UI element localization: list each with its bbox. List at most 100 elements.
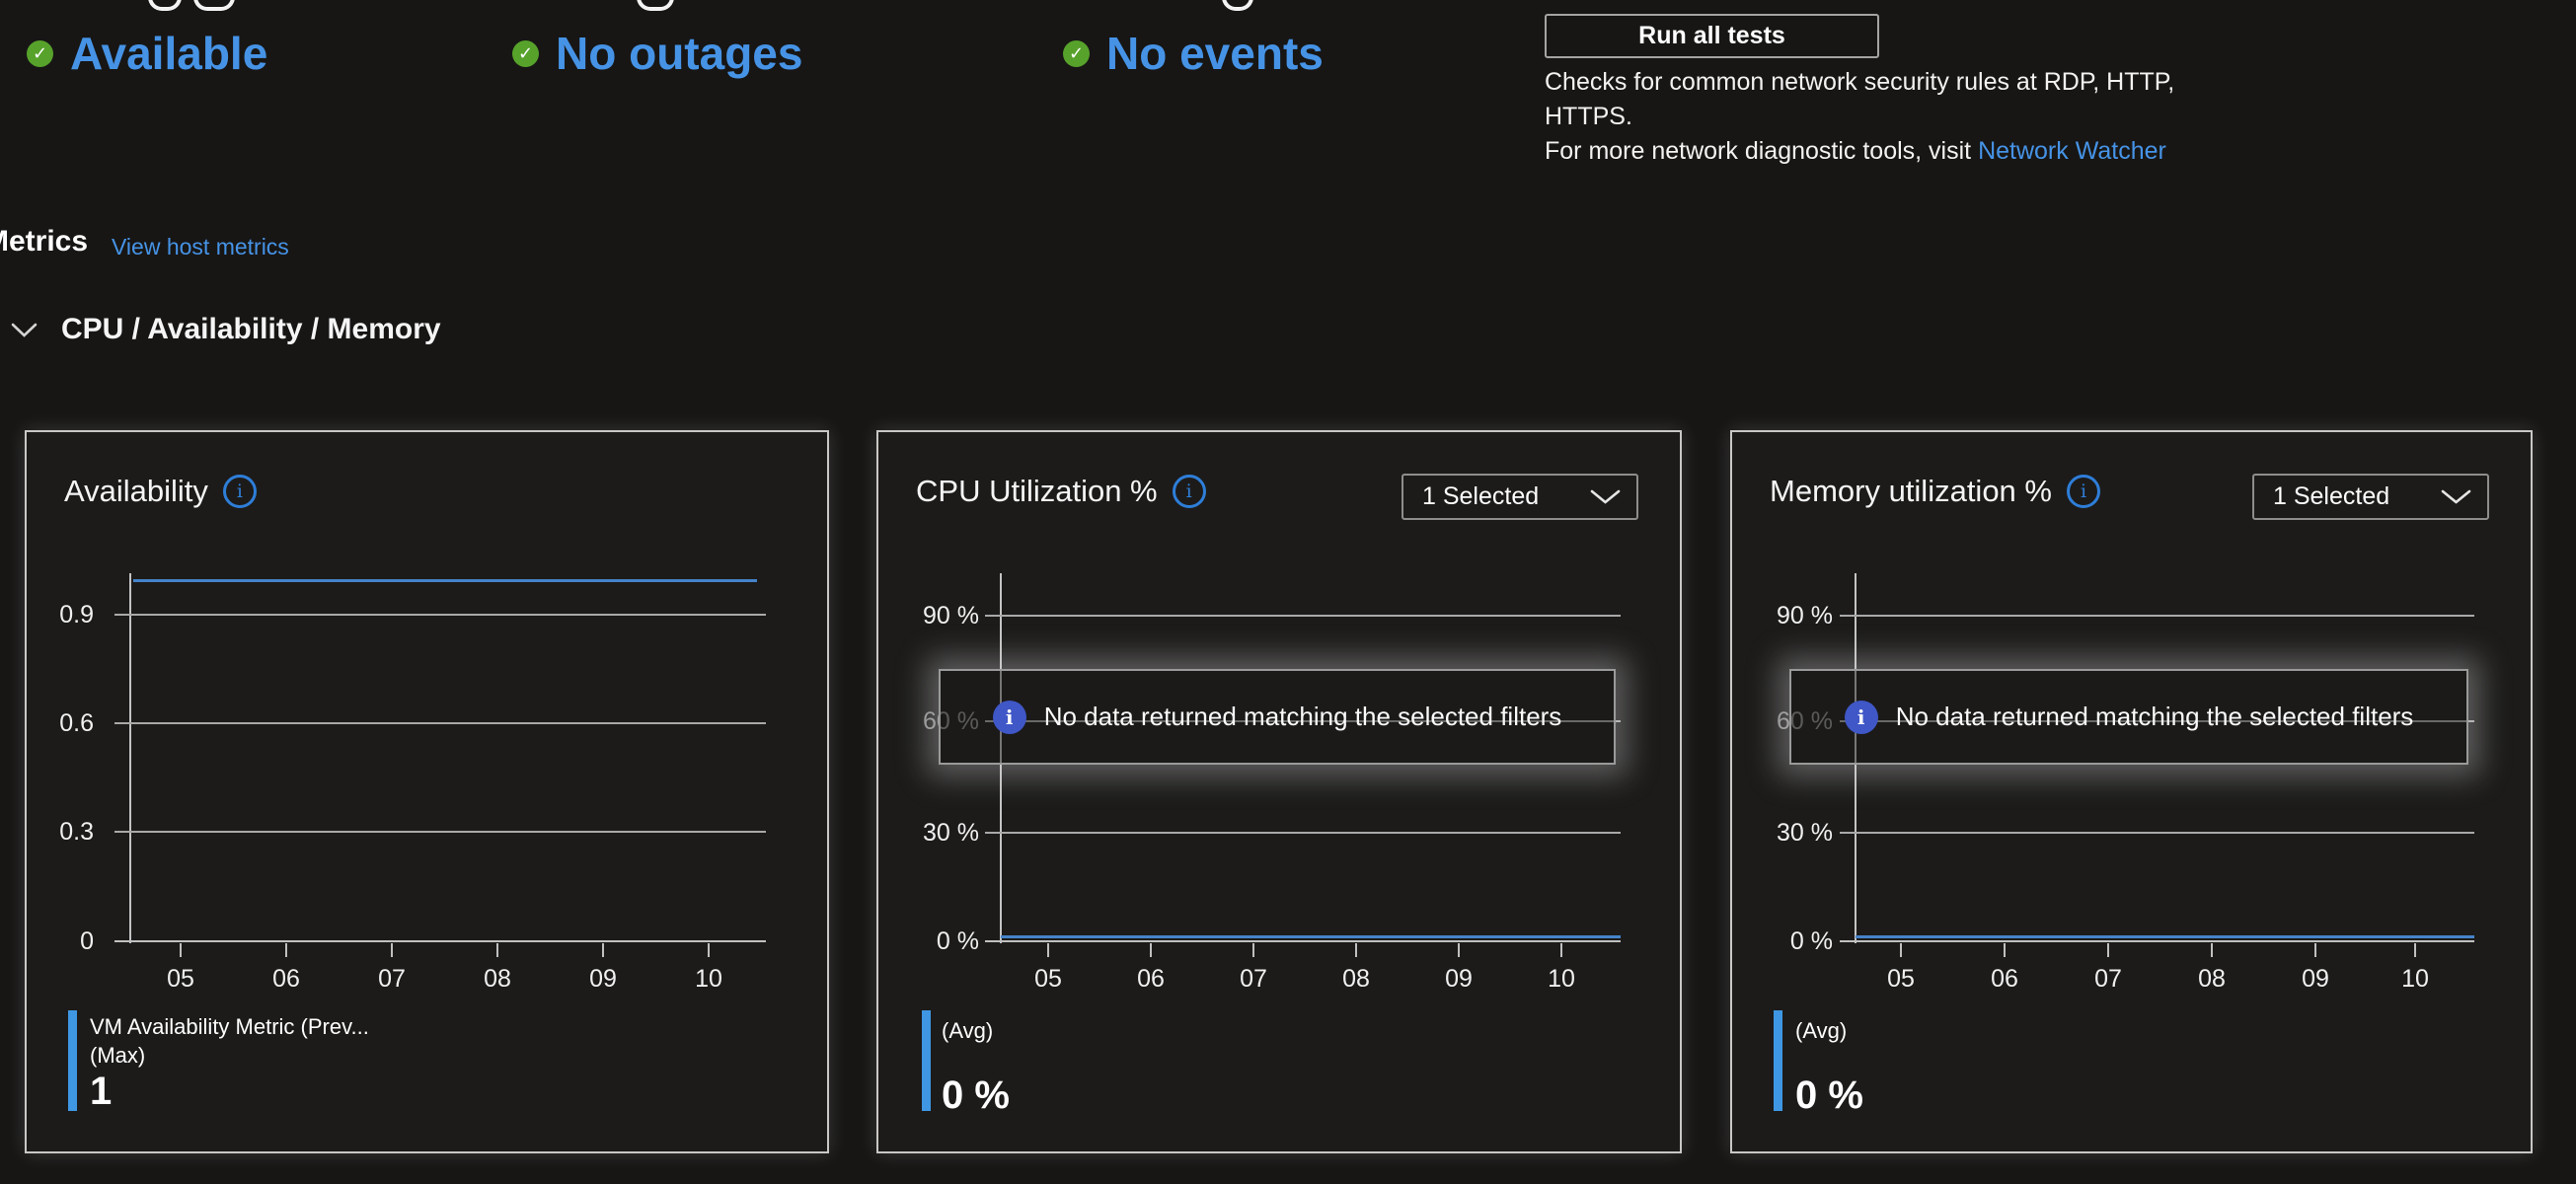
chevron-down-icon	[2441, 489, 2471, 504]
dropdown-selected-value: 1 Selected	[2273, 482, 2390, 510]
legend-color-bar	[1774, 1010, 1782, 1111]
x-tick	[1150, 943, 1152, 957]
info-icon[interactable]	[222, 475, 257, 508]
x-tick-label: 08	[484, 965, 511, 993]
run-all-tests-button[interactable]: Run all tests	[1545, 14, 1879, 58]
x-tick-label: 08	[1342, 965, 1370, 993]
y-axis-line	[129, 573, 131, 943]
y-tick-label: 0.6	[59, 709, 94, 737]
x-tick-label: 07	[2094, 965, 2122, 993]
legend-value: 1	[90, 1070, 113, 1113]
info-icon[interactable]	[2066, 475, 2100, 508]
gridline	[1840, 832, 2474, 834]
y-tick-label: 0.3	[59, 818, 94, 846]
x-tick	[1047, 943, 1049, 957]
status-no-events: No events	[1063, 28, 1324, 79]
section-title: CPU / Availability / Memory	[61, 313, 441, 345]
gridline	[114, 831, 766, 833]
status-no-outages-label: No outages	[556, 28, 803, 79]
x-axis-line	[1840, 940, 2474, 942]
legend-aggregation: (Avg)	[942, 1018, 994, 1043]
y-tick-label: 30 %	[923, 819, 979, 847]
y-tick-label: 60 %	[923, 707, 979, 735]
memory-series-line	[1856, 935, 2474, 938]
clipped-text-fragment	[637, 0, 674, 11]
x-tick-label: 06	[1991, 965, 2018, 993]
network-watcher-link[interactable]: Network Watcher	[1978, 137, 2166, 165]
status-available: Available	[27, 28, 267, 79]
check-circle-icon	[1063, 39, 1090, 67]
view-host-metrics-link[interactable]: View host metrics	[112, 234, 289, 259]
y-tick-label: 0	[80, 927, 94, 955]
x-tick	[602, 943, 604, 957]
y-tick-label: 90 %	[923, 602, 979, 629]
info-icon	[992, 700, 1026, 734]
legend-color-bar	[68, 1010, 77, 1111]
x-tick-label: 07	[1240, 965, 1267, 993]
chart-title: Availability	[64, 474, 208, 508]
gridline	[1840, 615, 2474, 617]
y-tick-label: 60 %	[1777, 707, 1833, 735]
check-circle-icon	[27, 39, 53, 67]
legend-value: 0 %	[942, 1073, 1010, 1117]
x-tick-label: 09	[2302, 965, 2329, 993]
legend-aggregation: (Max)	[90, 1043, 146, 1068]
network-diagnostics-panel: Run all tests Checks for common network …	[1545, 14, 2235, 169]
gridline	[114, 722, 766, 724]
clipped-text-fragment	[148, 0, 182, 11]
x-tick	[496, 943, 498, 957]
x-tick	[285, 943, 287, 957]
x-tick	[1458, 943, 1460, 957]
x-tick-label: 05	[1034, 965, 1062, 993]
x-tick-label: 09	[589, 965, 617, 993]
y-tick-label: 0.9	[59, 601, 94, 629]
x-tick	[1560, 943, 1562, 957]
y-tick-label: 0 %	[936, 927, 979, 955]
chevron-down-icon[interactable]	[11, 323, 38, 343]
x-tick	[2004, 943, 2006, 957]
no-data-banner: No data returned matching the selected f…	[1789, 669, 2468, 765]
legend-series-name: VM Availability Metric (Prev...	[90, 1014, 369, 1039]
memory-series-dropdown[interactable]: 1 Selected	[2252, 474, 2489, 520]
x-tick-label: 07	[378, 965, 406, 993]
x-tick	[2314, 943, 2316, 957]
diagnostics-description-line3: For more network diagnostic tools, visit…	[1545, 134, 2235, 169]
x-tick	[708, 943, 710, 957]
y-tick-label: 30 %	[1777, 819, 1833, 847]
metrics-heading: Metrics	[0, 225, 89, 258]
y-tick-label: 90 %	[1777, 602, 1833, 629]
x-tick	[180, 943, 182, 957]
status-no-events-label: No events	[1106, 28, 1324, 79]
legend-value: 0 %	[1795, 1073, 1863, 1117]
gridline	[985, 615, 1621, 617]
x-tick-label: 10	[1548, 965, 1575, 993]
x-tick	[2211, 943, 2213, 957]
clipped-text-fragment	[1222, 0, 1253, 11]
info-icon[interactable]	[1172, 475, 1206, 508]
no-data-message: No data returned matching the selected f…	[1895, 702, 2414, 731]
x-tick-label: 08	[2198, 965, 2226, 993]
y-tick-label: 0 %	[1789, 927, 1833, 955]
x-axis-line	[114, 940, 766, 942]
card-header: CPU Utilization %	[916, 472, 1206, 511]
no-data-message: No data returned matching the selected f…	[1043, 702, 1562, 731]
chart-title: CPU Utilization %	[916, 474, 1158, 508]
info-icon	[1844, 700, 1878, 734]
dropdown-selected-value: 1 Selected	[1422, 482, 1540, 510]
status-available-label: Available	[70, 28, 268, 79]
y-axis-line	[1855, 573, 1856, 943]
gridline	[985, 720, 1621, 722]
card-header: Availability	[64, 472, 257, 511]
cpu-series-dropdown[interactable]: 1 Selected	[1402, 474, 1638, 520]
gridline	[114, 614, 766, 616]
no-data-banner: No data returned matching the selected f…	[939, 669, 1616, 765]
x-tick-label: 05	[167, 965, 194, 993]
availability-series-line	[133, 579, 757, 582]
legend-aggregation: (Avg)	[1795, 1018, 1848, 1043]
x-axis-line	[985, 940, 1621, 942]
clipped-text-fragment	[193, 0, 235, 11]
gridline	[1840, 720, 2474, 722]
x-tick	[391, 943, 393, 957]
x-tick	[2414, 943, 2416, 957]
